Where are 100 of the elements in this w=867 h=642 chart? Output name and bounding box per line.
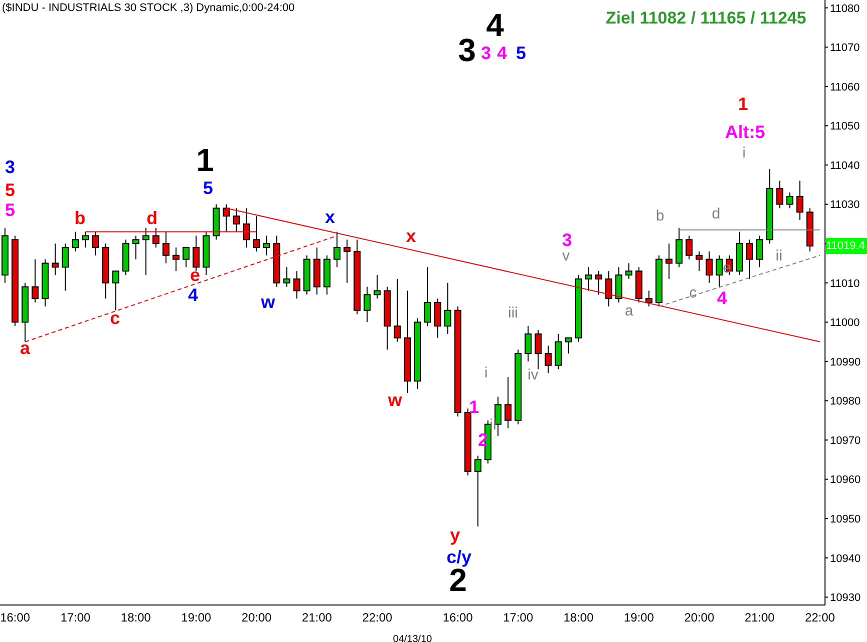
y-tick-label: 11010 (830, 278, 860, 290)
candlestick (293, 270, 300, 300)
candlestick (706, 250, 713, 284)
y-tick-label: 11040 (830, 160, 860, 172)
candlestick (242, 208, 250, 248)
candlestick (172, 247, 180, 272)
candlestick (182, 247, 190, 268)
candlestick (424, 266, 432, 327)
candlestick (334, 231, 341, 268)
y-tick-label: 10940 (830, 552, 861, 565)
candlestick (192, 235, 200, 272)
candlestick (494, 396, 502, 437)
annotation: b (656, 208, 664, 224)
annotation: a (20, 338, 30, 358)
candlestick (283, 266, 290, 288)
candlestick (132, 235, 140, 260)
x-tick-label: 22:00 (804, 610, 836, 625)
candlestick (716, 254, 723, 288)
candlestick (344, 239, 351, 284)
y-tick-label: 10980 (830, 396, 861, 408)
annotation: d (712, 206, 720, 222)
annotation: v (562, 248, 570, 264)
candlestick (142, 227, 150, 276)
y-tick-label: 10990 (830, 356, 861, 368)
chart-title: ($INDU - INDUSTRIALS 30 STOCK ,3) Dynamic,0:00-24:00 (2, 2, 295, 14)
candlestick (72, 231, 79, 252)
annotation: 4 (486, 7, 504, 43)
x-tick-label: 17:00 (503, 610, 534, 625)
x-tick-label: 18:00 (120, 610, 152, 625)
candlestick (434, 298, 442, 338)
candlestick (585, 266, 592, 292)
annotation: i (484, 364, 488, 382)
candlestick (554, 333, 562, 370)
x-tick-label: 22:00 (362, 610, 393, 625)
annotation: Ziel 11082 / 11165 / 11245 (606, 8, 806, 28)
y-tick-label: 11070 (830, 42, 860, 54)
candlestick (263, 235, 270, 256)
candlestick (364, 286, 371, 323)
candlestick (666, 243, 673, 280)
x-tick-label: 18:00 (563, 610, 594, 625)
candlestick (52, 243, 59, 276)
annotation: iv (528, 366, 538, 384)
candlestick (746, 239, 754, 280)
annotation: ii (776, 248, 782, 264)
annotation: y (450, 525, 460, 545)
annotation: x (406, 226, 416, 246)
x-tick-label: 19:00 (624, 610, 654, 625)
annotation: c (689, 284, 697, 302)
x-tick-label: 17:00 (60, 610, 91, 625)
candlestick (786, 192, 794, 209)
candlestick (394, 278, 401, 342)
annotation: 4 (188, 285, 198, 305)
x-axis-title: 04/13/10 (393, 634, 432, 642)
candlestick (625, 262, 632, 280)
annotation: 1 (468, 397, 480, 417)
annotation: 1 (196, 142, 214, 178)
candlestick (615, 266, 622, 303)
candlestick (696, 250, 703, 272)
candlestick (564, 337, 572, 354)
x-tick-label: 16:00 (442, 610, 474, 625)
annotation: i (742, 144, 746, 162)
candlestick (796, 180, 804, 220)
candlestick (504, 376, 512, 429)
candlestick (112, 270, 120, 311)
x-tick-label: 20:00 (242, 610, 272, 625)
candlestick (444, 282, 452, 334)
y-tick-label: 11050 (830, 120, 860, 133)
x-tick-label: 21:00 (744, 610, 775, 625)
candlestick (544, 345, 552, 374)
x-tick-label: 21:00 (302, 610, 332, 625)
candlestick (62, 243, 69, 292)
y-tick-label: 11060 (830, 81, 860, 94)
annotation: e (722, 260, 732, 276)
candlestick (92, 231, 100, 256)
candlestick (82, 231, 89, 248)
y-tick-label: 10970 (830, 434, 861, 447)
x-tick-label: 19:00 (181, 610, 212, 625)
candlestick (776, 180, 784, 209)
text: 11019.4 (826, 238, 867, 254)
candlestick (232, 208, 240, 232)
candlestick (645, 290, 652, 307)
y-tick-label: 10960 (830, 474, 861, 486)
y-tick-label: 10950 (830, 513, 861, 526)
annotation: 1 (738, 94, 748, 114)
annotation: 5 (4, 200, 16, 220)
annotation: d (146, 208, 158, 228)
annotation: 3 (4, 157, 16, 177)
annotation: x (324, 207, 336, 227)
candlestick (374, 274, 381, 300)
y-tick-label: 11080 (830, 2, 860, 15)
candlestick (605, 270, 612, 307)
candlestick (756, 235, 764, 268)
candlestick (686, 235, 693, 260)
candlestick (32, 258, 39, 303)
y-tick-label: 10930 (830, 592, 861, 604)
annotation: c (110, 308, 120, 328)
annotation: 4 (496, 43, 508, 63)
candlestick (162, 231, 170, 264)
y-tick-label: 11030 (830, 199, 860, 212)
candlestick (524, 326, 532, 362)
